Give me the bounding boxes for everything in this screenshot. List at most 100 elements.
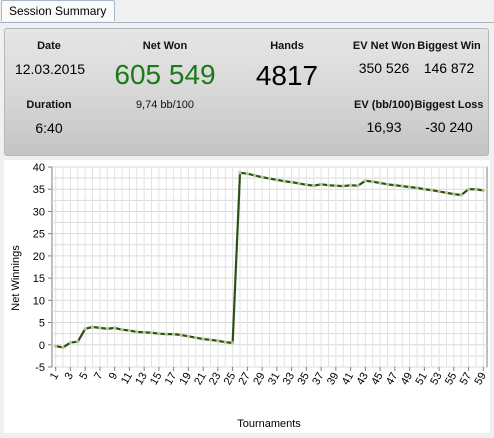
data-point [238, 171, 242, 175]
data-point [208, 338, 213, 342]
data-point [481, 188, 485, 193]
data-point [356, 184, 360, 188]
data-point [430, 188, 434, 192]
x-tick-label: 37 [310, 371, 327, 388]
x-tick-label: 45 [369, 371, 386, 388]
biggest-loss-value: -30 240 [425, 119, 473, 135]
data-point [223, 340, 227, 344]
data-point [415, 186, 419, 190]
x-tick-label: 47 [384, 371, 401, 388]
date-value: 12.03.2015 [14, 61, 86, 77]
net-won-label: Net Won [142, 40, 188, 52]
x-tick-label: 25 [222, 371, 239, 388]
x-tick-label: 1 [48, 371, 61, 382]
data-point [349, 183, 353, 187]
data-point [282, 179, 286, 183]
x-tick-label: 35 [295, 371, 312, 388]
chart-grid [51, 166, 488, 368]
x-tick-label: 33 [281, 371, 298, 388]
y-tick-label: 35 [33, 184, 45, 196]
data-point [260, 175, 264, 179]
data-point [326, 183, 331, 187]
data-point [400, 184, 404, 188]
x-tick-label: 9 [107, 371, 120, 382]
data-point [371, 180, 375, 184]
x-tick-label: 11 [119, 371, 135, 387]
y-tick-label: 40 [33, 162, 45, 174]
data-point [127, 328, 132, 333]
data-point [385, 182, 390, 186]
data-point [179, 333, 183, 337]
data-point [186, 334, 190, 338]
x-tick-label: 59 [472, 371, 489, 388]
y-axis-ticks: -5 0 5 10 15 20 25 30 35 40 [33, 162, 52, 374]
x-tick-label: 41 [340, 371, 357, 388]
data-point [83, 327, 87, 331]
data-point [466, 187, 471, 191]
data-point [452, 192, 456, 196]
data-point [459, 193, 463, 197]
data-point [437, 189, 441, 194]
x-tick-label: 13 [133, 371, 150, 388]
data-point [105, 327, 109, 331]
ev-bb100-value: 16,93 [366, 119, 402, 135]
duration-value: 6:40 [35, 120, 63, 136]
x-axis-ticks: 1 3 5 7 911131517192123252729313335373941434… [48, 367, 489, 387]
data-point [297, 181, 301, 186]
y-axis-label: Net Winnings [10, 245, 22, 311]
data-point [149, 331, 154, 335]
data-point [216, 339, 220, 343]
data-point [201, 337, 205, 341]
hands-label: Hands [270, 40, 304, 52]
x-tick-label: 21 [192, 371, 209, 388]
y-tick-label: 5 [39, 318, 45, 330]
data-point [113, 326, 117, 330]
data-point [304, 183, 308, 187]
x-tick-label: 39 [325, 371, 342, 388]
data-point [407, 185, 412, 189]
data-point [61, 345, 65, 350]
y-tick-label: 30 [33, 206, 45, 218]
ev-bb100-label: EV (bb/100) [354, 99, 414, 111]
data-point [245, 172, 249, 176]
x-tick-label: 15 [148, 371, 165, 388]
data-point [444, 191, 449, 195]
data-point [142, 330, 146, 334]
data-point [253, 173, 257, 178]
data-point [120, 328, 124, 332]
biggest-win-label: Biggest Win [417, 40, 481, 52]
x-tick-label: 31 [266, 371, 283, 388]
biggest-win-value: 146 872 [423, 60, 475, 76]
ev-net-won-label: EV Net Won [352, 40, 416, 52]
y-tick-label: 10 [33, 295, 45, 307]
x-tick-label: 7 [92, 371, 105, 382]
data-point [164, 332, 168, 336]
net-winnings-chart: -5 0 5 10 15 20 25 30 35 40 1 3 5 7 9 11 13 15 17 19 21 23 25… [4, 160, 490, 433]
net-won-value: 605 549 [114, 59, 216, 90]
net-won-bb100: 9,74 bb/100 [135, 99, 195, 111]
x-tick-label: 51 [413, 371, 430, 388]
data-point [68, 340, 73, 345]
x-tick-label: 55 [443, 371, 460, 388]
chart-series [54, 171, 485, 350]
x-tick-label: 17 [163, 371, 180, 388]
tab-session-summary[interactable]: Session Summary [1, 0, 115, 21]
x-tick-label: 3 [63, 371, 76, 382]
x-tick-label: 27 [236, 371, 253, 388]
data-point [319, 182, 323, 186]
y-tick-label: 15 [33, 273, 45, 285]
data-point [341, 184, 345, 188]
data-point [378, 181, 382, 185]
data-point [157, 332, 161, 336]
data-point [90, 325, 95, 329]
data-point [422, 187, 426, 191]
data-point [275, 178, 279, 182]
session-summary-panel: Date 12.03.2015 Duration 6:40 Net Won 60… [4, 28, 489, 156]
data-point [76, 340, 80, 344]
data-point [194, 336, 198, 340]
data-point [290, 180, 294, 184]
x-axis-label: Tournaments [237, 418, 301, 430]
y-tick-label: 25 [33, 229, 45, 241]
x-tick-label: 23 [207, 371, 224, 388]
